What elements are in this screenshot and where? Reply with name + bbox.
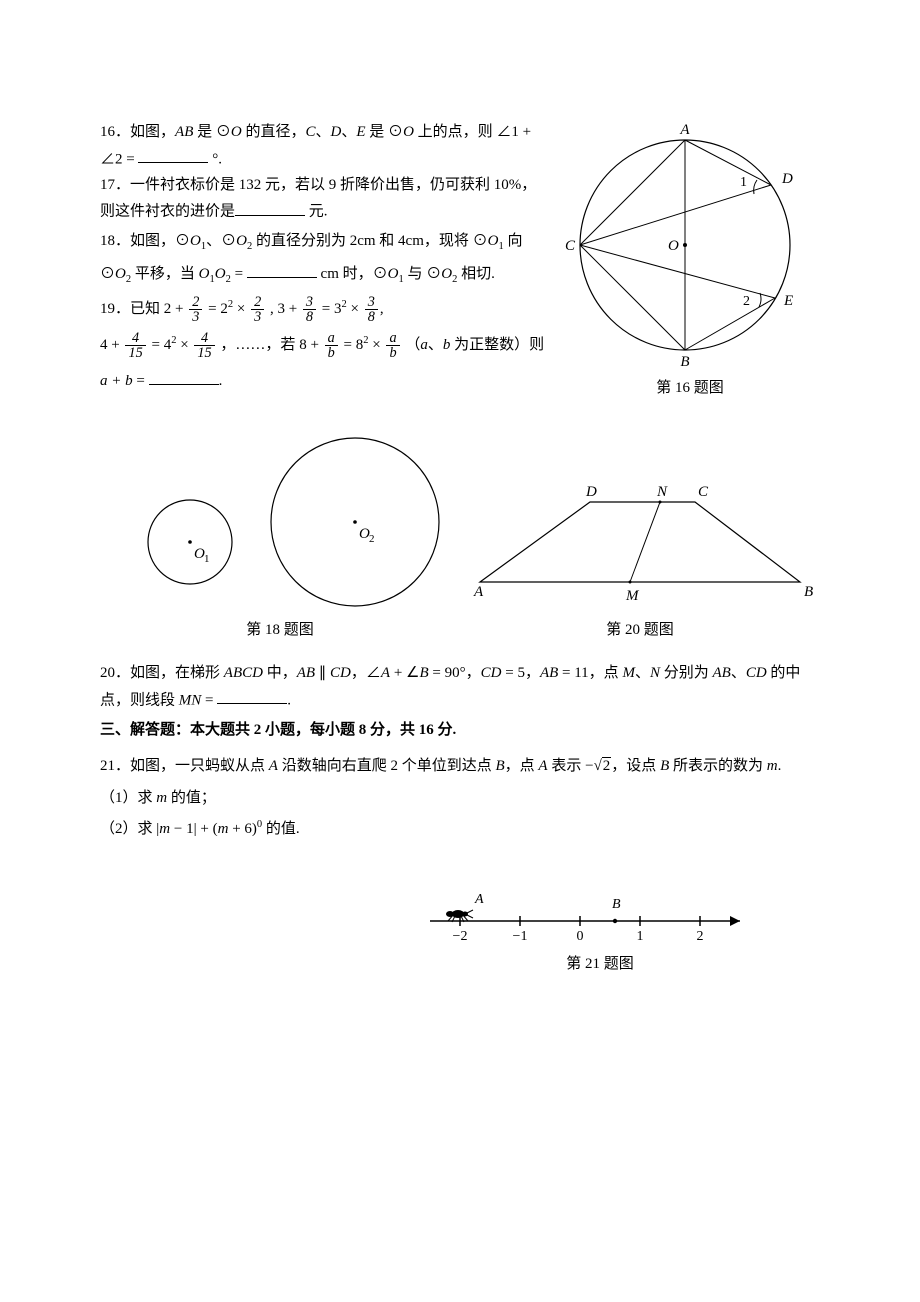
svg-text:B: B (804, 584, 813, 600)
q18: 18．如图，⊙O1、⊙O2 的直径分别为 2cm 和 4cm，现将 ⊙O1 向 … (100, 225, 550, 291)
q18-blank (247, 261, 317, 279)
svg-text:C: C (565, 238, 576, 254)
section3-head: 三、解答题：本大题共 2 小题，每小题 8 分，共 16 分. (100, 718, 820, 744)
q17-blank (235, 198, 305, 216)
q16: 16．如图，AB 是 ⊙O 的直径，C、D、E 是 ⊙O 上的点，则 ∠1 + … (100, 120, 550, 173)
svg-text:B: B (680, 354, 689, 370)
svg-text:D: D (585, 484, 597, 500)
figs-18-20: O 1 O 2 第 18 题图 A B D C N M 第 20 题图 (100, 422, 820, 644)
svg-text:N: N (656, 484, 668, 500)
q17-num: 17． (100, 177, 130, 193)
svg-text:−2: −2 (453, 929, 468, 944)
fig21-caption: 第 21 题图 (420, 952, 780, 978)
fig20-svg: A B D C N M (460, 482, 820, 612)
q17: 17．一件衬衣标价是 132 元，若以 9 折降价出售，仍可获利 10%，则这件… (100, 173, 550, 226)
q19: 19．已知 2 + 23 = 22 × 23 , 3 + 38 = 32 × 3… (100, 291, 550, 399)
svg-text:1: 1 (740, 175, 747, 190)
fig18: O 1 O 2 第 18 题图 (100, 422, 460, 644)
svg-text:E: E (783, 293, 793, 309)
fig16-svg: A B C D E O 1 2 (560, 120, 810, 370)
svg-text:1: 1 (637, 929, 644, 944)
q20-blank (217, 687, 287, 705)
svg-text:A: A (679, 122, 690, 138)
fig21: A B −2 −1 0 1 2 第 21 题图 (420, 886, 780, 978)
q18-num: 18． (100, 233, 130, 249)
q20-num: 20． (100, 665, 130, 681)
fig20-caption: 第 20 题图 (460, 618, 820, 644)
svg-text:2: 2 (743, 294, 750, 309)
q20: 20．如图，在梯形 ABCD 中，AB ∥ CD，∠A + ∠B = 90°，C… (100, 661, 820, 714)
q19-blank (149, 368, 219, 386)
text-16-19: 16．如图，AB 是 ⊙O 的直径，C、D、E 是 ⊙O 上的点，则 ∠1 + … (100, 120, 560, 399)
fig20: A B D C N M 第 20 题图 (460, 482, 820, 644)
svg-text:A: A (474, 892, 484, 907)
svg-text:M: M (625, 588, 640, 604)
svg-text:D: D (781, 171, 793, 187)
fig16-caption: 第 16 题图 (560, 376, 820, 402)
svg-text:−1: −1 (513, 929, 528, 944)
svg-text:C: C (698, 484, 709, 500)
q21: 21．如图，一只蚂蚁从点 A 沿数轴向右直爬 2 个单位到达点 B，点 A 表示… (100, 751, 820, 846)
svg-text:O: O (668, 238, 679, 254)
svg-text:B: B (612, 897, 621, 912)
q19-num: 19． (100, 301, 130, 317)
svg-text:2: 2 (697, 929, 704, 944)
q16-blank (138, 146, 208, 164)
fig21-svg: A B −2 −1 0 1 2 (420, 886, 760, 946)
svg-text:0: 0 (577, 929, 584, 944)
svg-text:A: A (473, 584, 484, 600)
fig18-svg: O 1 O 2 (100, 422, 460, 612)
fig16: A B C D E O 1 2 第 16 题图 (560, 120, 820, 402)
q21-num: 21． (100, 758, 130, 774)
block-16-19: 16．如图，AB 是 ⊙O 的直径，C、D、E 是 ⊙O 上的点，则 ∠1 + … (100, 120, 820, 402)
svg-text:2: 2 (369, 533, 375, 545)
q16-num: 16． (100, 124, 130, 140)
fig18-caption: 第 18 题图 (100, 618, 460, 644)
svg-text:1: 1 (204, 553, 210, 565)
